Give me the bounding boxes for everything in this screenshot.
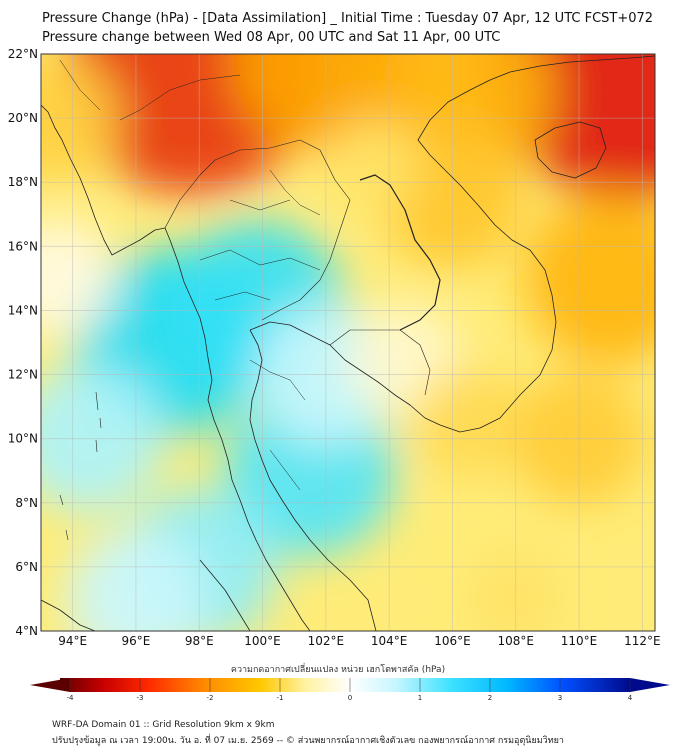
lat-label: 8°N [15, 496, 38, 510]
border-myanmar-thailand [164, 139, 351, 321]
colorbar-tick-label: 3 [558, 694, 562, 702]
colorbar-ticks: -4 -3 -2 -1 0 1 2 3 4 [67, 678, 633, 702]
colorbar-label: ความกดอากาศเปลี่ยนแปลง หน่วย เฮกโตพาสคัล… [230, 665, 446, 675]
lon-label: 106°E [434, 634, 471, 648]
coastline-myanmar-west [41, 104, 311, 631]
latitude-labels: 22°N 20°N 18°N 16°N 14°N 12°N 10°N 8°N 6°N 4°N [8, 47, 38, 638]
lat-label: 22°N [8, 47, 38, 61]
lon-label: 112°E [624, 634, 661, 648]
lat-label: 10°N [8, 432, 38, 446]
lon-label: 104°E [371, 634, 408, 648]
coastline-hainan [534, 121, 607, 179]
coastline-sumatra [41, 559, 251, 631]
lon-label: 94°E [58, 634, 87, 648]
colorbar-tick-label: -1 [277, 694, 284, 702]
lat-label: 14°N [8, 303, 38, 317]
plot-area [41, 54, 655, 631]
field-anomaly-5 [525, 192, 655, 364]
footer-line-2: ปรับปรุงข้อมูล ณ เวลา 19:00น. วัน อ. ที่… [52, 736, 564, 746]
plot-frame [40, 53, 656, 632]
coastline-indochina [249, 55, 655, 433]
lon-label: 96°E [122, 634, 151, 648]
colorbar-tick-label: 4 [628, 694, 633, 702]
lat-label: 20°N [8, 111, 38, 125]
lon-label: 108°E [497, 634, 534, 648]
field-anomaly-19 [325, 118, 421, 214]
colorbar-tick-label: -3 [137, 694, 144, 702]
map-subtitle: Pressure change between Wed 08 Apr, 00 U… [42, 30, 501, 45]
colorbar-tick-label: 0 [348, 694, 352, 702]
colorbar-tick-label: 2 [488, 694, 492, 702]
lat-label: 6°N [15, 560, 38, 574]
field-anomaly-14 [41, 219, 116, 338]
lon-label: 100°E [244, 634, 281, 648]
coastlines-and-borders [41, 55, 655, 631]
border-laos-vietnam [359, 174, 441, 331]
longitude-labels: 94°E 96°E 98°E 100°E 102°E 104°E 106°E 108°E 110… [58, 634, 660, 648]
footer-line-1: WRF-DA Domain 01 :: Grid Resolution 9km … [52, 720, 275, 730]
gridlines [41, 54, 655, 631]
border-provinces [59, 59, 321, 491]
field-anomaly-17 [413, 367, 524, 478]
map-title: Pressure Change (hPa) - [Data Assimilati… [42, 11, 654, 26]
colorbar: -4 -3 -2 -1 0 1 2 3 4 [30, 678, 670, 702]
colorbar-arrow-right [630, 678, 670, 692]
lat-label: 4°N [15, 624, 38, 638]
lon-label: 110°E [561, 634, 598, 648]
lat-label: 12°N [8, 368, 38, 382]
lat-label: 16°N [8, 239, 38, 253]
lon-label: 98°E [185, 634, 214, 648]
coastline-peninsula-east [249, 329, 377, 631]
islands-andaman [59, 391, 102, 541]
colorbar-tick-label: -4 [67, 694, 75, 702]
colorbar-tick-label: -2 [207, 694, 214, 702]
border-cambodia [329, 329, 431, 396]
lon-label: 102°E [308, 634, 345, 648]
colorbar-tick-label: 1 [418, 694, 422, 702]
lat-label: 18°N [8, 175, 38, 189]
colorbar-arrow-left [30, 678, 70, 692]
